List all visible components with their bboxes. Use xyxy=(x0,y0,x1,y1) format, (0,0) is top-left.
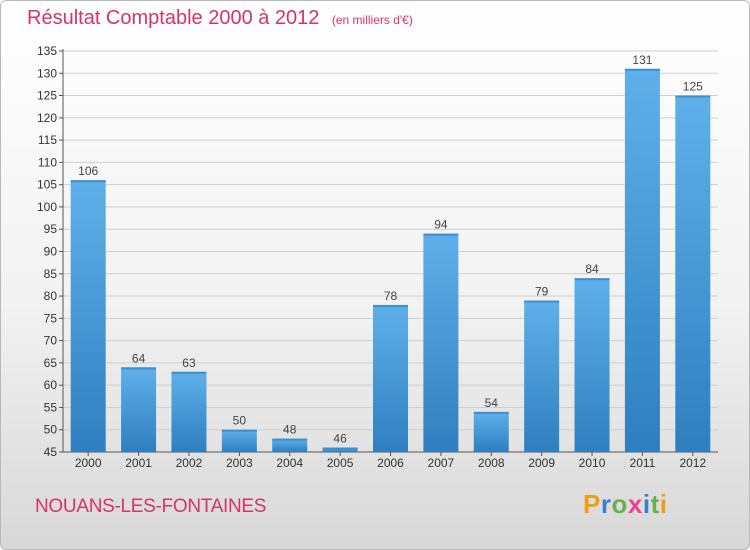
bar-top xyxy=(675,95,711,98)
data-label: 131 xyxy=(632,53,652,67)
bar-top xyxy=(221,429,257,432)
bar-top xyxy=(272,438,308,441)
y-tick-label: 125 xyxy=(37,89,57,103)
data-label: 46 xyxy=(333,432,347,446)
bar-top xyxy=(473,411,509,414)
bar xyxy=(322,447,358,452)
bar-top xyxy=(373,304,408,307)
y-tick-label: 120 xyxy=(37,111,57,125)
x-tick-label: 2003 xyxy=(226,456,253,470)
y-tick-label: 75 xyxy=(44,311,58,325)
logo-letter: r xyxy=(600,489,612,519)
x-tick-label: 2008 xyxy=(478,456,505,470)
bar-top xyxy=(574,278,610,281)
x-tick-label: 2012 xyxy=(679,456,706,470)
y-tick-label: 65 xyxy=(44,356,58,370)
x-tick-label: 2002 xyxy=(176,456,203,470)
bar xyxy=(473,411,509,452)
bar-top xyxy=(322,447,358,450)
x-tick-label: 2011 xyxy=(630,456,656,470)
y-tick-label: 50 xyxy=(44,423,58,437)
bar xyxy=(70,180,106,452)
y-tick-label: 110 xyxy=(38,155,57,169)
data-label: 79 xyxy=(535,285,549,299)
y-tick-label: 135 xyxy=(37,44,57,58)
data-label: 54 xyxy=(485,396,499,410)
logo-letter: i xyxy=(642,489,651,519)
data-label: 78 xyxy=(384,289,398,303)
logo-letter: o xyxy=(611,489,628,519)
logo-letter: P xyxy=(583,489,601,519)
y-tick-label: 130 xyxy=(37,66,57,80)
bar xyxy=(524,300,560,452)
commune-name: NOUANS-LES-FONTAINES xyxy=(35,496,267,517)
y-tick-label: 60 xyxy=(44,378,58,392)
y-tick-label: 95 xyxy=(44,222,58,236)
bar xyxy=(272,438,308,452)
data-label: 94 xyxy=(434,218,448,232)
bar xyxy=(624,68,660,453)
logo-letter: x xyxy=(627,489,643,519)
bar xyxy=(373,304,408,452)
bar xyxy=(171,371,207,452)
y-tick-label: 80 xyxy=(44,289,58,303)
y-tick-label: 85 xyxy=(44,267,58,281)
bar-top xyxy=(70,180,106,183)
x-tick-label: 2005 xyxy=(327,456,354,470)
x-tick-label: 2000 xyxy=(75,456,102,470)
bar xyxy=(675,95,711,453)
chart-subtitle: (en milliers d'€) xyxy=(331,13,413,27)
x-tick-label: 2001 xyxy=(125,456,152,470)
y-tick-label: 115 xyxy=(38,133,57,147)
logo-letter: i xyxy=(659,489,668,519)
y-tick-label: 70 xyxy=(44,334,58,348)
bar-top xyxy=(524,300,560,303)
data-label: 48 xyxy=(283,423,297,437)
y-tick-label: 105 xyxy=(37,178,57,192)
bar xyxy=(121,367,157,452)
x-tick-label: 2010 xyxy=(579,456,606,470)
bar xyxy=(423,233,459,452)
data-label: 84 xyxy=(585,262,599,276)
data-label: 125 xyxy=(683,80,703,94)
y-tick-label: 55 xyxy=(44,400,58,414)
bar xyxy=(574,278,610,452)
bar-top xyxy=(423,233,459,236)
x-tick-label: 2007 xyxy=(428,456,455,470)
title-row: Résultat Comptable 2000 à 2012 (en milli… xyxy=(27,7,413,30)
x-tick-label: 2009 xyxy=(528,456,555,470)
x-tick-label: 2006 xyxy=(377,456,404,470)
data-label: 63 xyxy=(182,356,196,370)
data-label: 106 xyxy=(78,164,98,178)
y-tick-label: 90 xyxy=(44,245,58,259)
bar-top xyxy=(121,367,157,370)
bar-top xyxy=(624,68,660,71)
data-label: 64 xyxy=(132,351,146,365)
x-tick-label: 2004 xyxy=(276,456,303,470)
chart-title: Résultat Comptable 2000 à 2012 xyxy=(27,7,320,29)
data-label: 50 xyxy=(233,414,247,428)
y-tick-label: 45 xyxy=(44,445,58,459)
y-tick-label: 100 xyxy=(37,200,57,214)
bar xyxy=(221,429,257,452)
bar-top xyxy=(171,371,207,374)
logo-letter: t xyxy=(650,489,660,519)
proxiti-logo: Proxiti xyxy=(583,489,667,520)
